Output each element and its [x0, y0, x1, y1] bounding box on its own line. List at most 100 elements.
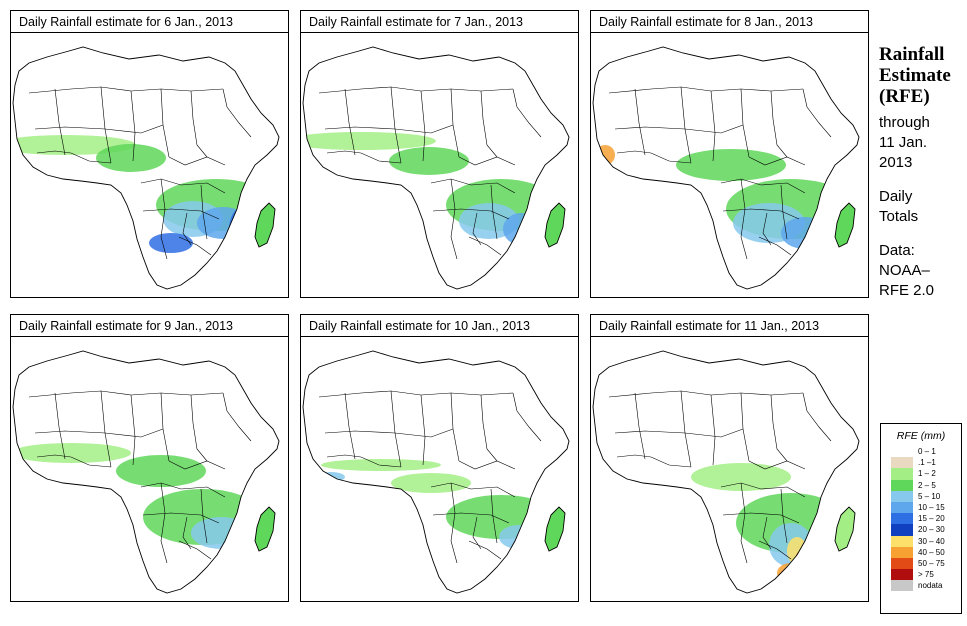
- legend-row: 0 – 1: [881, 446, 961, 458]
- rain-cell: [116, 455, 206, 487]
- country-border: [802, 392, 832, 442]
- caption-totals: Totals: [879, 208, 919, 225]
- country-border: [758, 236, 792, 256]
- legend-swatch: [891, 569, 913, 581]
- country-border: [614, 428, 744, 438]
- country-border: [142, 208, 220, 220]
- rain-cell: [795, 551, 807, 571]
- legend-row: 20 – 30: [881, 524, 961, 536]
- country-border: [182, 212, 192, 246]
- country-border: [190, 90, 208, 158]
- legend-label: 5 – 10: [918, 491, 941, 501]
- country-border: [34, 428, 164, 438]
- caption-data-label: Data:: [879, 242, 915, 259]
- country-border: [200, 184, 208, 240]
- legend-swatch: [891, 557, 913, 570]
- country-border: [614, 124, 744, 134]
- country-border: [468, 540, 502, 560]
- country-border: [722, 208, 800, 220]
- country-border: [770, 394, 788, 462]
- rainfall-field: [13, 135, 276, 253]
- country-border: [178, 236, 212, 256]
- rain-cell: [389, 147, 469, 175]
- country-border: [758, 540, 792, 560]
- legend-row: 50 – 75: [881, 557, 961, 570]
- legend-label: 0 – 1: [918, 447, 936, 456]
- coastline: [302, 350, 570, 594]
- country-border: [472, 516, 482, 550]
- country-border: [616, 150, 652, 154]
- caption-title-line-3: (RFE): [879, 86, 930, 107]
- country-border: [160, 88, 170, 158]
- country-border: [450, 482, 458, 564]
- country-border: [36, 150, 72, 154]
- country-border: [54, 392, 66, 460]
- country-border: [512, 392, 542, 442]
- caption-date-line-2: 2013: [879, 154, 913, 171]
- coastline: [302, 46, 570, 290]
- country-border: [720, 178, 806, 194]
- country-border: [468, 236, 502, 256]
- country-border: [740, 482, 748, 564]
- map-panel-jan-07: Daily Rainfall estimate for 7 Jan., 2013: [300, 10, 579, 298]
- country-border: [608, 390, 804, 398]
- rain-cell: [229, 207, 257, 251]
- map-panel-jan-06: Daily Rainfall estimate for 6 Jan., 2013: [10, 10, 289, 298]
- africa-rainfall-map: [11, 337, 288, 601]
- country-border: [420, 394, 426, 466]
- legend-label: > 75: [918, 570, 934, 580]
- caption-source-line-1: NOAA–: [879, 262, 930, 279]
- legend-label: 1 – 2: [918, 469, 936, 479]
- country-border: [762, 516, 772, 550]
- panel-title: Daily Rainfall estimate for 8 Jan., 2013: [591, 11, 868, 33]
- africa-rainfall-map: [11, 33, 288, 297]
- rain-cell: [676, 149, 786, 181]
- country-border: [222, 392, 252, 442]
- country-border: [432, 512, 510, 524]
- legend-label: .1 –1: [918, 458, 936, 468]
- country-border: [390, 390, 402, 468]
- madagascar: [254, 506, 276, 552]
- country-border: [458, 156, 516, 166]
- panel-title: Daily Rainfall estimate for 9 Jan., 2013: [11, 315, 288, 337]
- country-border: [450, 178, 458, 260]
- legend-title: RFE (mm): [896, 430, 946, 442]
- country-border: [140, 482, 226, 498]
- legend-label: 10 – 15: [918, 502, 945, 512]
- country-border: [326, 150, 362, 154]
- africa-rainfall-map: [301, 33, 578, 297]
- country-border: [450, 392, 460, 462]
- legend-row: 10 – 15: [881, 501, 961, 514]
- caption-source-line-2: RFE 2.0: [879, 282, 935, 299]
- country-border: [490, 184, 498, 240]
- country-border: [54, 88, 66, 156]
- country-border: [142, 512, 220, 524]
- country-border: [722, 512, 800, 524]
- country-border: [190, 394, 208, 462]
- legend-swatch: [891, 490, 913, 502]
- panel-title: Daily Rainfall estimate for 6 Jan., 2013: [11, 11, 288, 33]
- madagascar: [254, 202, 276, 248]
- country-border: [326, 454, 362, 458]
- legend-label: 20 – 30: [918, 525, 945, 535]
- country-border: [222, 88, 252, 138]
- country-border: [710, 394, 716, 466]
- rain-cell: [317, 472, 345, 482]
- country-border: [160, 482, 168, 564]
- rainfall-field: [303, 132, 556, 251]
- country-border: [130, 90, 136, 162]
- rain-cell: [787, 537, 807, 565]
- country-border: [740, 178, 748, 260]
- country-border: [780, 184, 788, 240]
- country-border: [344, 88, 356, 156]
- caption-daily: Daily: [879, 188, 913, 205]
- country-border: [748, 156, 806, 166]
- rain-cell: [493, 575, 537, 591]
- country-border: [680, 390, 692, 468]
- side-caption: Rainfall Estimate (RFE) through 11 Jan. …: [879, 44, 967, 301]
- rainfall-field: [595, 145, 856, 249]
- rain-cell: [191, 517, 251, 549]
- country-border: [634, 88, 646, 156]
